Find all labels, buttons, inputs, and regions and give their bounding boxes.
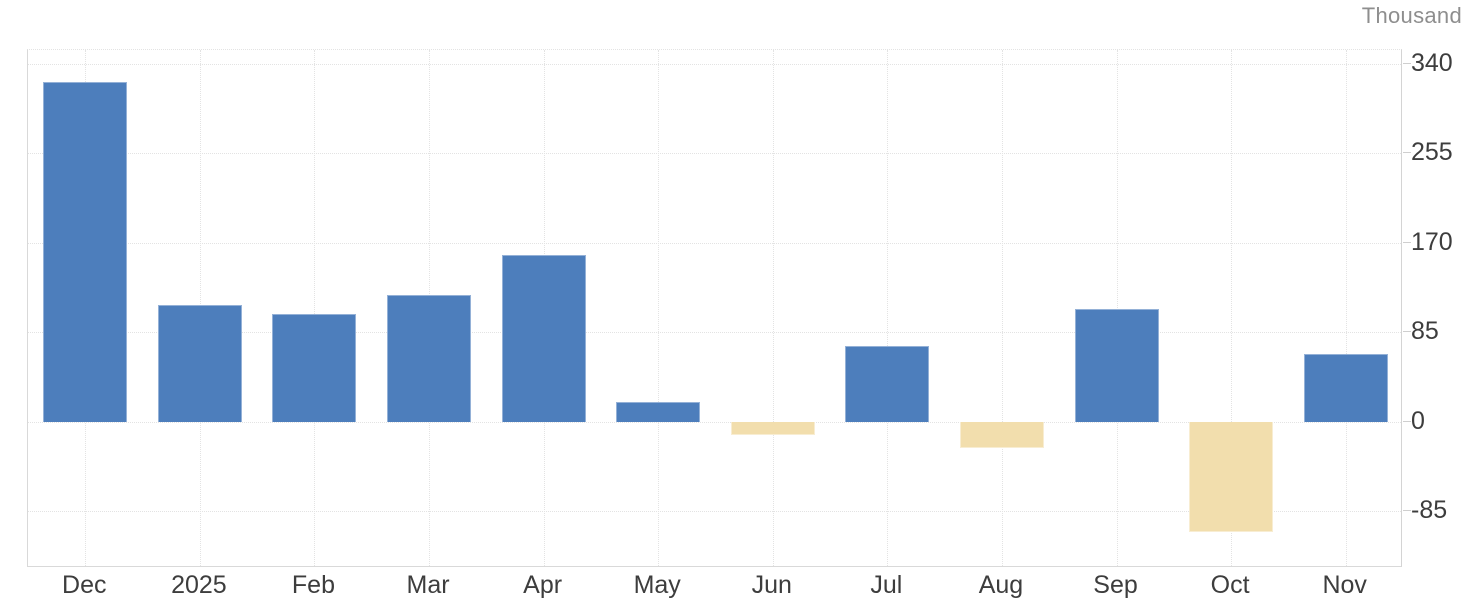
plot-area [27, 49, 1402, 567]
x-axis-label: Oct [1210, 571, 1250, 599]
y-axis-label: -85 [1411, 496, 1448, 525]
vertical-gridline [1345, 50, 1347, 566]
y-axis-tick-mark [1403, 152, 1411, 154]
horizontal-gridline [28, 63, 1401, 65]
y-axis-tick-mark [1403, 510, 1411, 512]
y-axis-label: 170 [1411, 227, 1453, 256]
bar-dec[interactable] [43, 81, 128, 422]
y-axis-label: 0 [1411, 406, 1425, 435]
bar-aug[interactable] [959, 421, 1044, 448]
vertical-gridline [887, 50, 889, 566]
x-axis-label: Nov [1322, 571, 1367, 599]
vertical-gridline [1231, 50, 1233, 566]
y-axis-tick-mark [1403, 420, 1411, 422]
horizontal-gridline [28, 242, 1401, 244]
x-axis-label: Jun [751, 571, 792, 599]
y-axis-tick-mark [1403, 62, 1411, 64]
vertical-gridline [772, 50, 774, 566]
bar-jul[interactable] [845, 345, 930, 422]
x-axis-label: Sep [1093, 571, 1138, 599]
y-axis-unit-label: Thousand [1361, 3, 1462, 28]
x-axis-label: 2025 [171, 571, 227, 599]
vertical-gridline [1001, 50, 1003, 566]
bar-may[interactable] [616, 401, 701, 422]
vertical-gridline [314, 50, 316, 566]
x-axis-label: Mar [406, 571, 450, 599]
vertical-gridline [658, 50, 660, 566]
y-axis-tick-mark [1403, 331, 1411, 333]
bar-apr[interactable] [501, 255, 586, 422]
y-axis-label: 85 [1411, 317, 1439, 346]
bar-nov[interactable] [1303, 354, 1388, 422]
bar-oct[interactable] [1189, 421, 1274, 533]
horizontal-gridline [28, 332, 1401, 334]
horizontal-gridline [28, 153, 1401, 155]
y-axis-label: 340 [1411, 48, 1453, 77]
x-axis-label: Apr [523, 571, 563, 599]
bar-jun[interactable] [730, 421, 815, 436]
x-axis-label: Feb [291, 571, 335, 599]
bar-mar[interactable] [387, 295, 472, 422]
x-axis-label: May [633, 571, 681, 599]
x-axis-label: Jul [870, 571, 903, 599]
x-axis-label: Aug [978, 571, 1024, 599]
bar-feb[interactable] [272, 314, 357, 422]
bar-2025[interactable] [157, 304, 242, 422]
x-axis-label: Dec [62, 571, 107, 599]
vertical-gridline [1116, 50, 1118, 566]
horizontal-gridline [28, 421, 1401, 423]
y-axis-tick-mark [1403, 241, 1411, 243]
y-axis-label: 255 [1411, 138, 1453, 167]
horizontal-gridline [28, 511, 1401, 513]
bar-sep[interactable] [1074, 309, 1159, 422]
